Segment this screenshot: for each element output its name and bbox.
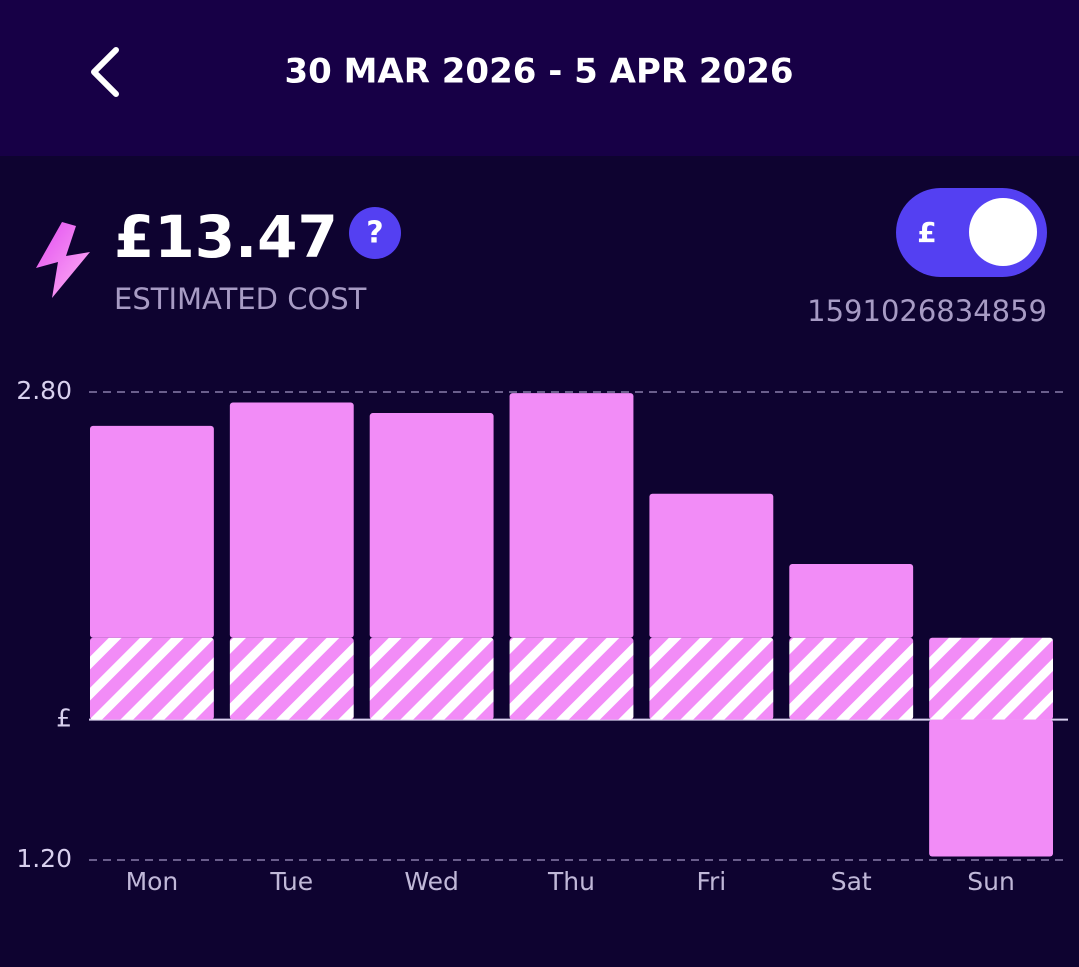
x-tick-label: Thu <box>547 867 595 896</box>
bar-segment <box>509 637 634 720</box>
x-tick-label: Sun <box>967 867 1015 896</box>
bar-segment <box>649 493 774 638</box>
bar-segment <box>509 393 634 638</box>
bar-segment <box>90 637 214 720</box>
header-bar <box>0 0 1079 156</box>
header-title: 30 MAR 2026 - 5 APR 2026 <box>284 52 793 92</box>
bar-segment <box>229 637 354 720</box>
bar-segment <box>929 637 1053 720</box>
meter-number: 1591026834859 <box>807 294 1047 328</box>
bolt-icon <box>36 222 90 298</box>
toggle-label: £ <box>917 216 936 249</box>
cost-label: ESTIMATED COST <box>114 282 367 316</box>
help-icon: ? <box>366 216 383 251</box>
bar-segment <box>229 402 354 638</box>
y-tick-label: 2.80 <box>16 376 72 405</box>
x-tick-label: Wed <box>404 867 459 896</box>
y-tick-label: 1.20 <box>16 844 72 873</box>
x-tick-label: Mon <box>126 867 179 896</box>
bar-segment <box>90 425 214 638</box>
bar-segment <box>369 637 494 720</box>
bar-segment <box>789 637 914 720</box>
x-tick-label: Sat <box>831 867 872 896</box>
bar-segment <box>929 719 1053 857</box>
x-tick-label: Tue <box>269 867 313 896</box>
help-button[interactable] <box>349 207 401 259</box>
cost-amount: £13.47 <box>114 203 338 271</box>
y-tick-label: £ <box>56 704 72 733</box>
bar-segment <box>649 637 774 720</box>
bar-segment <box>369 413 494 638</box>
toggle-knob <box>969 198 1037 266</box>
x-tick-label: Fri <box>696 867 726 896</box>
back-button[interactable] <box>91 47 119 97</box>
chart: 1.20 £2.80 Mon Tue Wed Thu Fri Sat Sun <box>16 376 1068 896</box>
bar-segment <box>789 563 914 638</box>
